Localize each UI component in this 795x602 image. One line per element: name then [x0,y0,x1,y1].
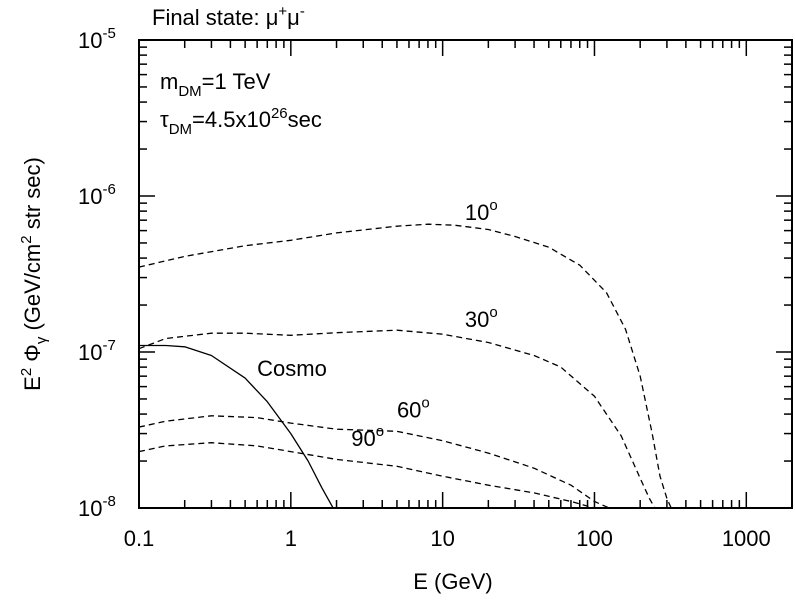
y-tick-label: 10-5 [78,25,116,53]
x-tick-label: 10 [430,526,454,551]
x-tick-label: 1 [285,526,297,551]
x-tick-label: 0.1 [124,526,155,551]
series-line-10 [139,223,672,508]
series-label-10: 10o [465,197,498,225]
tick-labels: 0.1 1 10 100 1000 10-8 10-7 10-6 10-5 [78,25,771,551]
x-tick-label: 1000 [722,526,771,551]
plot-frame [138,39,793,509]
series-line-90 [139,442,595,508]
series-line-Cosmo [139,344,334,508]
lifetime-annotation: τDM=4.5x1026sec [160,105,322,138]
series-labels: Cosmo 10o 30o 60o 90o [257,197,498,451]
series-label-90: 90o [351,423,384,451]
series-label-Cosmo: Cosmo [257,356,327,381]
series-label-60: 60o [397,395,430,423]
series-line-60 [139,415,610,508]
x-tick-label: 100 [576,526,613,551]
x-axis-label: E (GeV) [413,569,492,594]
series-label-30: 30o [465,304,498,332]
chart-title: Final state: μ+μ- [152,3,305,30]
series-line-30 [139,329,656,508]
y-tick-label: 10-8 [78,493,116,521]
y-tick-label: 10-7 [78,337,116,365]
series-lines [139,223,672,508]
mass-annotation: mDM=1 TeV [160,69,271,100]
y-tick-label: 10-6 [78,181,116,209]
y-axis-label: E2 Φγ (GeV/cm2 str sec) [18,157,50,391]
